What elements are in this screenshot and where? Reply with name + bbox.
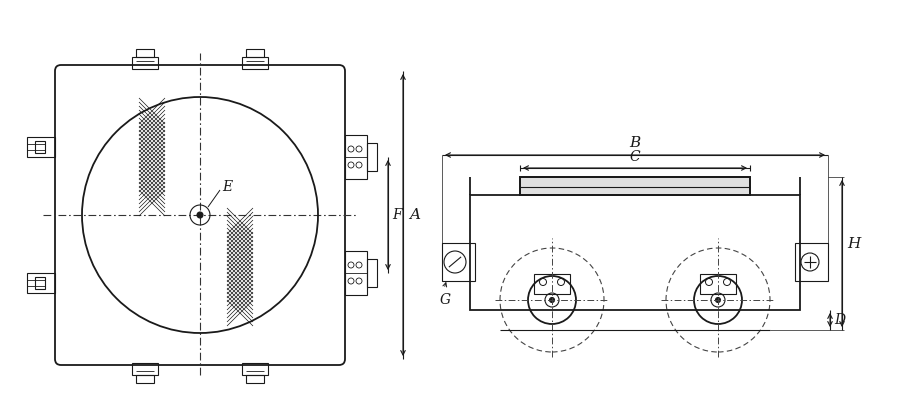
Bar xyxy=(520,177,750,195)
Bar xyxy=(367,143,377,171)
Bar xyxy=(27,273,55,293)
Text: F: F xyxy=(392,208,401,222)
Bar xyxy=(136,49,154,57)
Text: E: E xyxy=(222,180,232,194)
Bar xyxy=(795,243,828,281)
Bar xyxy=(345,251,367,295)
Text: C: C xyxy=(630,150,640,164)
Bar xyxy=(27,137,55,157)
Bar xyxy=(35,277,45,289)
Bar xyxy=(367,259,377,287)
Bar xyxy=(345,135,367,179)
Bar xyxy=(35,141,45,153)
Bar xyxy=(132,363,158,375)
Bar xyxy=(520,177,750,195)
Bar xyxy=(242,363,268,375)
Bar xyxy=(246,375,264,383)
Bar xyxy=(246,49,264,57)
Circle shape xyxy=(716,298,721,302)
Bar xyxy=(470,195,800,310)
Text: B: B xyxy=(629,136,641,150)
Bar xyxy=(534,274,570,294)
Text: G: G xyxy=(440,293,451,307)
Bar xyxy=(700,274,736,294)
Circle shape xyxy=(197,212,203,218)
Bar xyxy=(132,57,158,69)
Bar xyxy=(136,375,154,383)
Bar xyxy=(442,243,475,281)
Text: A: A xyxy=(409,208,420,222)
Text: H: H xyxy=(847,236,860,250)
Circle shape xyxy=(550,298,554,302)
Text: D: D xyxy=(834,313,845,327)
Bar xyxy=(242,57,268,69)
